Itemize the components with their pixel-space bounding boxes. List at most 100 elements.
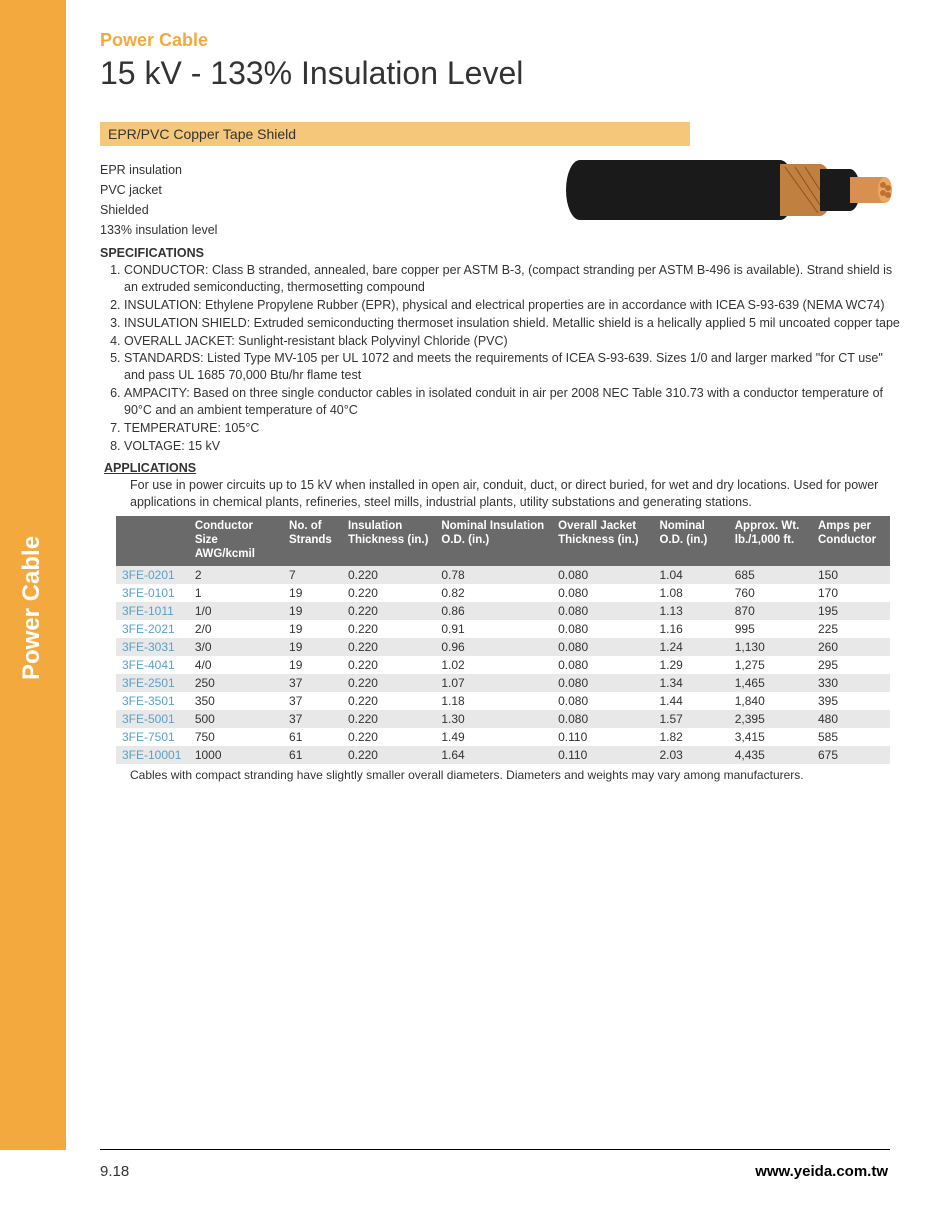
table-cell: 3,415: [729, 728, 812, 746]
table-cell: 3FE-5001: [116, 710, 189, 728]
table-cell: 1.29: [653, 656, 728, 674]
table-cell: 585: [812, 728, 890, 746]
table-cell: 350: [189, 692, 283, 710]
table-cell: 750: [189, 728, 283, 746]
table-cell: 19: [283, 638, 342, 656]
table-cell: 61: [283, 728, 342, 746]
table-cell: 0.220: [342, 638, 435, 656]
table-footnote: Cables with compact stranding have sligh…: [130, 768, 900, 782]
table-cell: 0.220: [342, 710, 435, 728]
table-cell: 37: [283, 692, 342, 710]
table-row: 3FE-10111/0190.2200.860.0801.13870195: [116, 602, 890, 620]
table-cell: 1.04: [653, 566, 728, 584]
table-cell: 260: [812, 638, 890, 656]
table-cell: 500: [189, 710, 283, 728]
table-header-cell: Insulation Thickness (in.): [342, 516, 435, 565]
table-cell: 0.080: [552, 584, 653, 602]
table-cell: 0.080: [552, 620, 653, 638]
table-cell: 675: [812, 746, 890, 764]
table-cell: 0.220: [342, 692, 435, 710]
table-cell: 7: [283, 566, 342, 584]
cable-illustration: [550, 155, 900, 225]
applications-heading: APPLICATIONS: [104, 461, 900, 475]
table-cell: 995: [729, 620, 812, 638]
table-cell: 3FE-10001: [116, 746, 189, 764]
table-cell: 19: [283, 656, 342, 674]
table-cell: 1.64: [435, 746, 552, 764]
table-row: 3FE-5001500370.2201.300.0801.572,395480: [116, 710, 890, 728]
page-title: 15 kV - 133% Insulation Level: [100, 55, 900, 92]
table-cell: 1/0: [189, 602, 283, 620]
table-cell: 225: [812, 620, 890, 638]
table-cell: 0.080: [552, 602, 653, 620]
table-row: 3FE-30313/0190.2200.960.0801.241,130260: [116, 638, 890, 656]
table-cell: 870: [729, 602, 812, 620]
spec-item: VOLTAGE: 15 kV: [124, 438, 900, 455]
table-cell: 3FE-4041: [116, 656, 189, 674]
table-header-cell: Conductor Size AWG/kcmil: [189, 516, 283, 565]
spec-item: CONDUCTOR: Class B stranded, annealed, b…: [124, 262, 900, 296]
table-cell: 195: [812, 602, 890, 620]
table-cell: 0.220: [342, 656, 435, 674]
table-cell: 0.080: [552, 566, 653, 584]
table-cell: 3FE-0201: [116, 566, 189, 584]
table-cell: 330: [812, 674, 890, 692]
table-cell: 1.16: [653, 620, 728, 638]
table-cell: 0.220: [342, 566, 435, 584]
table-cell: 1,465: [729, 674, 812, 692]
table-cell: 1.18: [435, 692, 552, 710]
table-cell: 3FE-0101: [116, 584, 189, 602]
table-cell: 0.86: [435, 602, 552, 620]
table-header-cell: Nominal O.D. (in.): [653, 516, 728, 565]
table-cell: 1.02: [435, 656, 552, 674]
table-body: 3FE-0201270.2200.780.0801.046851503FE-01…: [116, 566, 890, 764]
table-cell: 3FE-1011: [116, 602, 189, 620]
specifications-list: CONDUCTOR: Class B stranded, annealed, b…: [100, 262, 900, 455]
footer-url: www.yeida.com.tw: [755, 1163, 888, 1180]
table-row: 3FE-7501750610.2201.490.1101.823,415585: [116, 728, 890, 746]
table-cell: 0.96: [435, 638, 552, 656]
table-cell: 1000: [189, 746, 283, 764]
table-cell: 0.080: [552, 656, 653, 674]
table-cell: 0.110: [552, 728, 653, 746]
main-content: Power Cable 15 kV - 133% Insulation Leve…: [100, 30, 900, 782]
table-row: 3FE-100011000610.2201.640.1102.034,43567…: [116, 746, 890, 764]
spec-item: STANDARDS: Listed Type MV-105 per UL 107…: [124, 350, 900, 384]
table-cell: 19: [283, 584, 342, 602]
spec-item: INSULATION: Ethylene Propylene Rubber (E…: [124, 297, 900, 314]
table-cell: 1.13: [653, 602, 728, 620]
table-row: 3FE-0201270.2200.780.0801.04685150: [116, 566, 890, 584]
table-cell: 1,840: [729, 692, 812, 710]
table-cell: 395: [812, 692, 890, 710]
table-cell: 1.44: [653, 692, 728, 710]
cable-data-table: Conductor Size AWG/kcmilNo. of StrandsIn…: [116, 516, 890, 763]
table-cell: 4/0: [189, 656, 283, 674]
table-cell: 19: [283, 620, 342, 638]
table-cell: 3FE-7501: [116, 728, 189, 746]
table-cell: 170: [812, 584, 890, 602]
table-cell: 19: [283, 602, 342, 620]
table-row: 3FE-20212/0190.2200.910.0801.16995225: [116, 620, 890, 638]
applications-text: For use in power circuits up to 15 kV wh…: [100, 477, 900, 511]
table-cell: 685: [729, 566, 812, 584]
table-cell: 1.07: [435, 674, 552, 692]
table-cell: 2.03: [653, 746, 728, 764]
table-cell: 0.91: [435, 620, 552, 638]
table-cell: 1.82: [653, 728, 728, 746]
table-header-cell: Amps per Conductor: [812, 516, 890, 565]
table-cell: 37: [283, 674, 342, 692]
specifications-heading: SPECIFICATIONS: [100, 246, 900, 260]
spec-item: TEMPERATURE: 105°C: [124, 420, 900, 437]
table-cell: 1.57: [653, 710, 728, 728]
spec-item: OVERALL JACKET: Sunlight-resistant black…: [124, 333, 900, 350]
table-cell: 0.220: [342, 602, 435, 620]
table-cell: 295: [812, 656, 890, 674]
table-cell: 3FE-3031: [116, 638, 189, 656]
table-row: 3FE-01011190.2200.820.0801.08760170: [116, 584, 890, 602]
table-cell: 3FE-3501: [116, 692, 189, 710]
table-header-cell: Nominal Insulation O.D. (in.): [435, 516, 552, 565]
table-cell: 0.220: [342, 728, 435, 746]
table-header-cell: [116, 516, 189, 565]
table-cell: 2/0: [189, 620, 283, 638]
table-cell: 1,275: [729, 656, 812, 674]
